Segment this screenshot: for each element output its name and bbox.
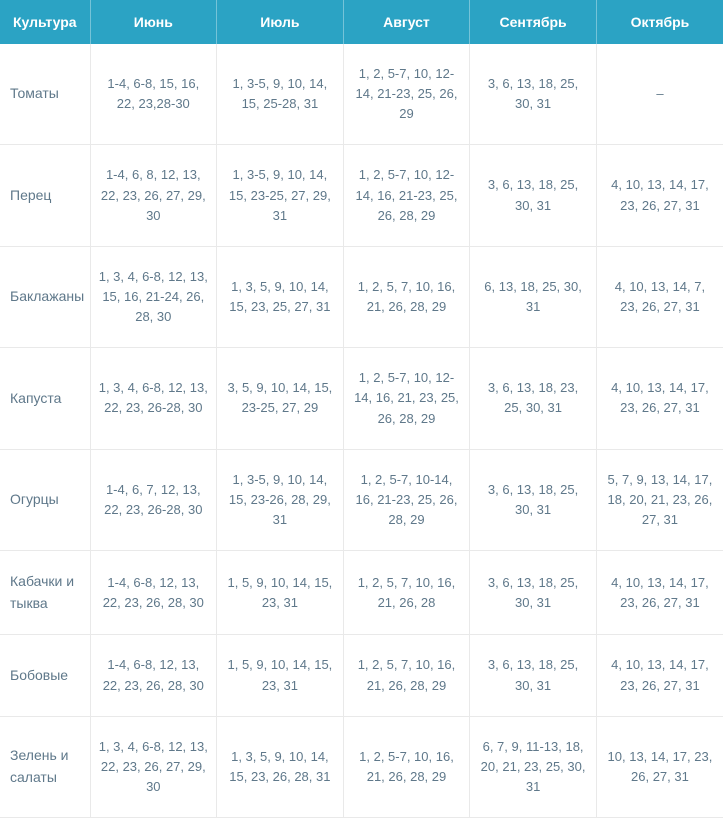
col-october: Октябрь bbox=[596, 0, 723, 44]
cell-value: 1, 2, 5, 7, 10, 16, 21, 26, 28, 29 bbox=[343, 246, 470, 347]
row-label: Бобовые bbox=[0, 635, 90, 716]
cell-value: 1, 2, 5-7, 10, 12-14, 21-23, 25, 26, 29 bbox=[343, 44, 470, 145]
cell-value: 4, 10, 13, 14, 7, 23, 26, 27, 31 bbox=[596, 246, 723, 347]
cell-value: 3, 6, 13, 18, 25, 30, 31 bbox=[470, 145, 597, 246]
cell-value: 4, 10, 13, 14, 17, 23, 26, 27, 31 bbox=[596, 635, 723, 716]
header-row: Культура Июнь Июль Август Сентябрь Октяб… bbox=[0, 0, 723, 44]
cell-value: 1, 2, 5-7, 10, 12-14, 16, 21, 23, 25, 26… bbox=[343, 348, 470, 449]
table-body: Томаты1-4, 6-8, 15, 16, 22, 23,28-301, 3… bbox=[0, 44, 723, 818]
row-label: Зелень и салаты bbox=[0, 716, 90, 817]
cell-value: 3, 6, 13, 18, 25, 30, 31 bbox=[470, 551, 597, 635]
planting-calendar-table: Культура Июнь Июль Август Сентябрь Октяб… bbox=[0, 0, 723, 818]
table-row: Перец1-4, 6, 8, 12, 13, 22, 23, 26, 27, … bbox=[0, 145, 723, 246]
cell-value: 5, 7, 9, 13, 14, 17, 18, 20, 21, 23, 26,… bbox=[596, 449, 723, 550]
col-june: Июнь bbox=[90, 0, 217, 44]
cell-value: 3, 6, 13, 18, 23, 25, 30, 31 bbox=[470, 348, 597, 449]
cell-value: 1, 2, 5-7, 10, 12-14, 16, 21-23, 25, 26,… bbox=[343, 145, 470, 246]
cell-value: 4, 10, 13, 14, 17, 23, 26, 27, 31 bbox=[596, 348, 723, 449]
row-label: Кабачки и тыква bbox=[0, 551, 90, 635]
cell-value: 1, 3, 4, 6-8, 12, 13, 22, 23, 26-28, 30 bbox=[90, 348, 217, 449]
table-row: Баклажаны1, 3, 4, 6-8, 12, 13, 15, 16, 2… bbox=[0, 246, 723, 347]
col-september: Сентябрь bbox=[470, 0, 597, 44]
row-label: Огурцы bbox=[0, 449, 90, 550]
cell-value: 1, 5, 9, 10, 14, 15, 23, 31 bbox=[217, 635, 344, 716]
cell-value: 1, 3-5, 9, 10, 14, 15, 25-28, 31 bbox=[217, 44, 344, 145]
cell-value: 1, 5, 9, 10, 14, 15, 23, 31 bbox=[217, 551, 344, 635]
cell-value: 1, 3, 5, 9, 10, 14, 15, 23, 26, 28, 31 bbox=[217, 716, 344, 817]
cell-value: 4, 10, 13, 14, 17, 23, 26, 27, 31 bbox=[596, 145, 723, 246]
cell-value: 1, 2, 5-7, 10-14, 16, 21-23, 25, 26, 28,… bbox=[343, 449, 470, 550]
col-august: Август bbox=[343, 0, 470, 44]
cell-value: 10, 13, 14, 17, 23, 26, 27, 31 bbox=[596, 716, 723, 817]
cell-value: 4, 10, 13, 14, 17, 23, 26, 27, 31 bbox=[596, 551, 723, 635]
col-culture: Культура bbox=[0, 0, 90, 44]
row-label: Томаты bbox=[0, 44, 90, 145]
cell-value: 6, 13, 18, 25, 30, 31 bbox=[470, 246, 597, 347]
col-july: Июль bbox=[217, 0, 344, 44]
cell-value: 3, 6, 13, 18, 25, 30, 31 bbox=[470, 635, 597, 716]
table-row: Бобовые1-4, 6-8, 12, 13, 22, 23, 26, 28,… bbox=[0, 635, 723, 716]
cell-value: 1, 3, 4, 6-8, 12, 13, 15, 16, 21-24, 26,… bbox=[90, 246, 217, 347]
cell-value: 3, 6, 13, 18, 25, 30, 31 bbox=[470, 44, 597, 145]
cell-value: 1, 3, 4, 6-8, 12, 13, 22, 23, 26, 27, 29… bbox=[90, 716, 217, 817]
cell-value: 1-4, 6-8, 12, 13, 22, 23, 26, 28, 30 bbox=[90, 635, 217, 716]
cell-value: 1-4, 6-8, 15, 16, 22, 23,28-30 bbox=[90, 44, 217, 145]
table-row: Томаты1-4, 6-8, 15, 16, 22, 23,28-301, 3… bbox=[0, 44, 723, 145]
table-row: Кабачки и тыква1-4, 6-8, 12, 13, 22, 23,… bbox=[0, 551, 723, 635]
cell-value: 3, 6, 13, 18, 25, 30, 31 bbox=[470, 449, 597, 550]
table-row: Капуста1, 3, 4, 6-8, 12, 13, 22, 23, 26-… bbox=[0, 348, 723, 449]
cell-value: 1-4, 6, 7, 12, 13, 22, 23, 26-28, 30 bbox=[90, 449, 217, 550]
cell-value: 1-4, 6, 8, 12, 13, 22, 23, 26, 27, 29, 3… bbox=[90, 145, 217, 246]
cell-value: 1-4, 6-8, 12, 13, 22, 23, 26, 28, 30 bbox=[90, 551, 217, 635]
cell-value: 1, 2, 5-7, 10, 16, 21, 26, 28, 29 bbox=[343, 716, 470, 817]
cell-value: 1, 2, 5, 7, 10, 16, 21, 26, 28, 29 bbox=[343, 635, 470, 716]
cell-value: 1, 3-5, 9, 10, 14, 15, 23-25, 27, 29, 31 bbox=[217, 145, 344, 246]
cell-value: 1, 3-5, 9, 10, 14, 15, 23-26, 28, 29, 31 bbox=[217, 449, 344, 550]
cell-value: 3, 5, 9, 10, 14, 15, 23-25, 27, 29 bbox=[217, 348, 344, 449]
cell-value: 1, 3, 5, 9, 10, 14, 15, 23, 25, 27, 31 bbox=[217, 246, 344, 347]
table-row: Огурцы1-4, 6, 7, 12, 13, 22, 23, 26-28, … bbox=[0, 449, 723, 550]
cell-value: 6, 7, 9, 11-13, 18, 20, 21, 23, 25, 30, … bbox=[470, 716, 597, 817]
row-label: Капуста bbox=[0, 348, 90, 449]
row-label: Баклажаны bbox=[0, 246, 90, 347]
cell-value: 1, 2, 5, 7, 10, 16, 21, 26, 28 bbox=[343, 551, 470, 635]
table-row: Зелень и салаты1, 3, 4, 6-8, 12, 13, 22,… bbox=[0, 716, 723, 817]
cell-value: – bbox=[596, 44, 723, 145]
row-label: Перец bbox=[0, 145, 90, 246]
